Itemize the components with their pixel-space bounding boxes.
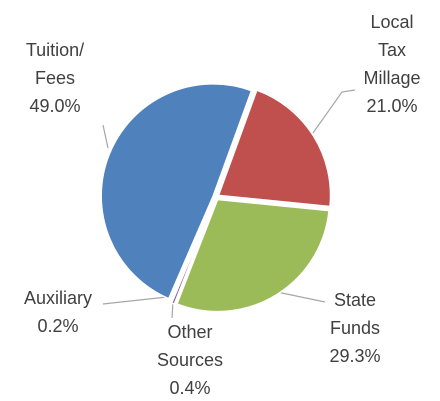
slice-label: Auxiliary 0.2% — [24, 284, 92, 340]
value-label: 0.4% — [169, 378, 211, 398]
leader-lines — [102, 89, 356, 319]
value-label: 0.2% — [37, 316, 79, 336]
leader-line — [102, 296, 168, 305]
category-label: Other Sources — [156, 322, 224, 370]
slice-label: Local Tax Millage 21.0% — [363, 8, 420, 120]
category-label: State Funds — [329, 290, 381, 338]
leader-line — [276, 291, 326, 303]
value-label: 29.3% — [329, 346, 381, 366]
slice-label: Tuition/ Fees 49.0% — [26, 36, 84, 120]
slice-label: Other Sources 0.4% — [157, 318, 223, 401]
pie-slice — [175, 198, 330, 313]
category-label: Tuition/ Fees — [25, 40, 85, 88]
pie-slice — [100, 83, 253, 300]
slice-label: State Funds 29.3% — [329, 286, 380, 370]
category-label: Local Tax Millage — [363, 12, 421, 88]
value-label: 49.0% — [29, 96, 81, 116]
pie-slice — [169, 199, 216, 305]
leader-line — [102, 124, 109, 149]
leader-line — [312, 89, 356, 134]
value-label: 21.0% — [366, 96, 418, 116]
pie-slice — [217, 89, 332, 208]
category-label: Auxiliary — [23, 288, 93, 308]
leader-line — [171, 301, 174, 319]
